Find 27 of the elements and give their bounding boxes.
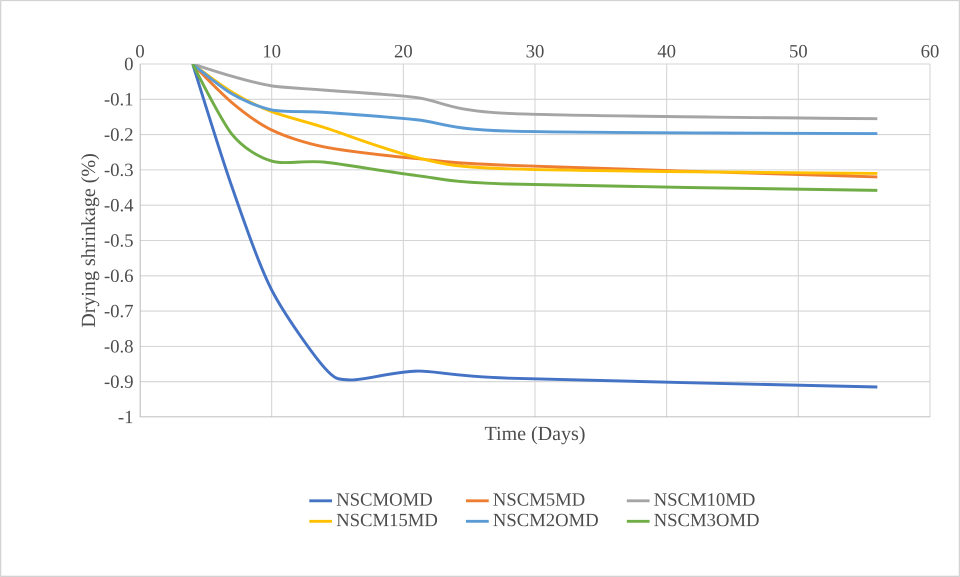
x-tick-label: 10 — [264, 44, 280, 58]
y-tick-label: -0.2 — [104, 128, 132, 141]
legend-label: NSCM5MD — [493, 493, 584, 506]
legend-label: NSCM10MD — [654, 493, 755, 506]
y-tick-label: -0.9 — [104, 375, 133, 388]
x-tick-label: 50 — [790, 44, 807, 58]
legend-label: NSCM3OMD — [654, 514, 759, 526]
x-tick-label: 40 — [658, 44, 676, 58]
legend-label: NSCMOMD — [336, 493, 432, 506]
y-axis-title: Drying shrinkage (%) — [81, 154, 100, 328]
y-tick-label: -0.3 — [104, 164, 133, 176]
y-tick-label: -0.8 — [104, 340, 133, 353]
x-tick-label: 20 — [394, 44, 412, 58]
legend-label: NSCM15MD — [336, 514, 438, 526]
y-tick-label: -0.6 — [104, 269, 133, 282]
y-tick-label: 0 — [124, 58, 133, 70]
y-tick-label: -0.7 — [104, 304, 133, 318]
y-tick-label: -1 — [118, 410, 132, 424]
y-tick-label: -0.5 — [104, 234, 133, 247]
x-tick-label: 30 — [526, 44, 544, 58]
legend-label: NSCM2OMD — [493, 514, 598, 526]
y-tick-label: -0.1 — [104, 92, 132, 106]
x-axis-title: Time (Days) — [484, 426, 585, 444]
x-tick-label: 60 — [921, 44, 939, 58]
y-tick-label: -0.4 — [104, 198, 134, 212]
line-series — [191, 64, 879, 388]
x-tick-label: 0 — [136, 44, 144, 58]
